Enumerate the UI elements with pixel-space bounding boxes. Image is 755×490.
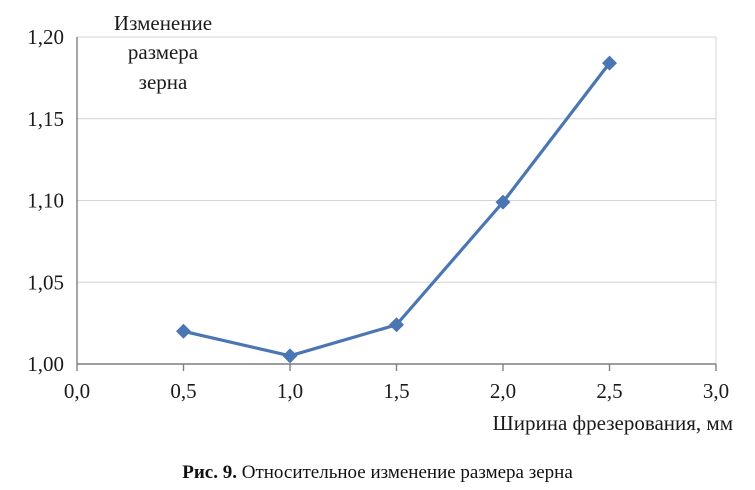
x-tick-label: 2,0 bbox=[490, 379, 516, 403]
y-tick-label: 1,00 bbox=[27, 352, 64, 376]
x-tick-label: 1,5 bbox=[383, 379, 409, 403]
y-tick-label: 1,10 bbox=[27, 189, 64, 213]
y-tick-label: 1,15 bbox=[27, 107, 64, 131]
y-axis-label-line-3: зерна bbox=[139, 70, 188, 94]
data-point bbox=[282, 348, 298, 364]
data-point bbox=[602, 55, 617, 71]
y-tick-label: 1,05 bbox=[27, 270, 64, 294]
caption-prefix: Рис. 9. bbox=[182, 462, 237, 483]
y-tick-label: 1,20 bbox=[27, 25, 64, 49]
x-tick-label: 0,0 bbox=[64, 379, 90, 403]
caption-text: Относительное изменение размера зерна bbox=[236, 462, 573, 483]
figure-caption: Рис. 9. Относительное изменение размера … bbox=[0, 462, 755, 484]
x-ticks bbox=[76, 364, 717, 371]
y-axis-label-line-1: Изменение bbox=[114, 11, 212, 35]
x-axis-label: Ширина фрезерования, мм bbox=[493, 411, 733, 435]
x-tick-labels: 0,0 0,5 1,0 1,5 2,0 2,5 3,0 bbox=[64, 379, 729, 403]
x-tick-label: 1,0 bbox=[277, 379, 303, 403]
data-point bbox=[176, 323, 191, 339]
series-line bbox=[183, 62, 611, 358]
line-chart: 1,00 1,05 1,10 1,15 1,20 0,0 0,5 1,0 1,5 2,0 2,5 3… bbox=[27, 11, 733, 435]
y-axis-label-line-2: размера bbox=[128, 40, 199, 64]
y-tick-labels: 1,00 1,05 1,10 1,15 1,20 bbox=[27, 25, 64, 376]
x-tick-label: 3,0 bbox=[703, 379, 729, 403]
data-point bbox=[389, 317, 404, 333]
x-tick-label: 0,5 bbox=[170, 379, 196, 403]
data-point bbox=[495, 194, 511, 210]
x-tick-label: 2,5 bbox=[596, 379, 622, 403]
series-markers bbox=[176, 55, 617, 364]
